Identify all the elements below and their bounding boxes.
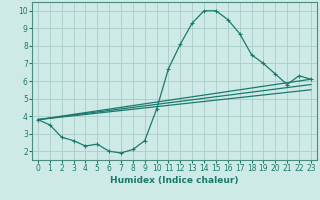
X-axis label: Humidex (Indice chaleur): Humidex (Indice chaleur): [110, 176, 239, 185]
